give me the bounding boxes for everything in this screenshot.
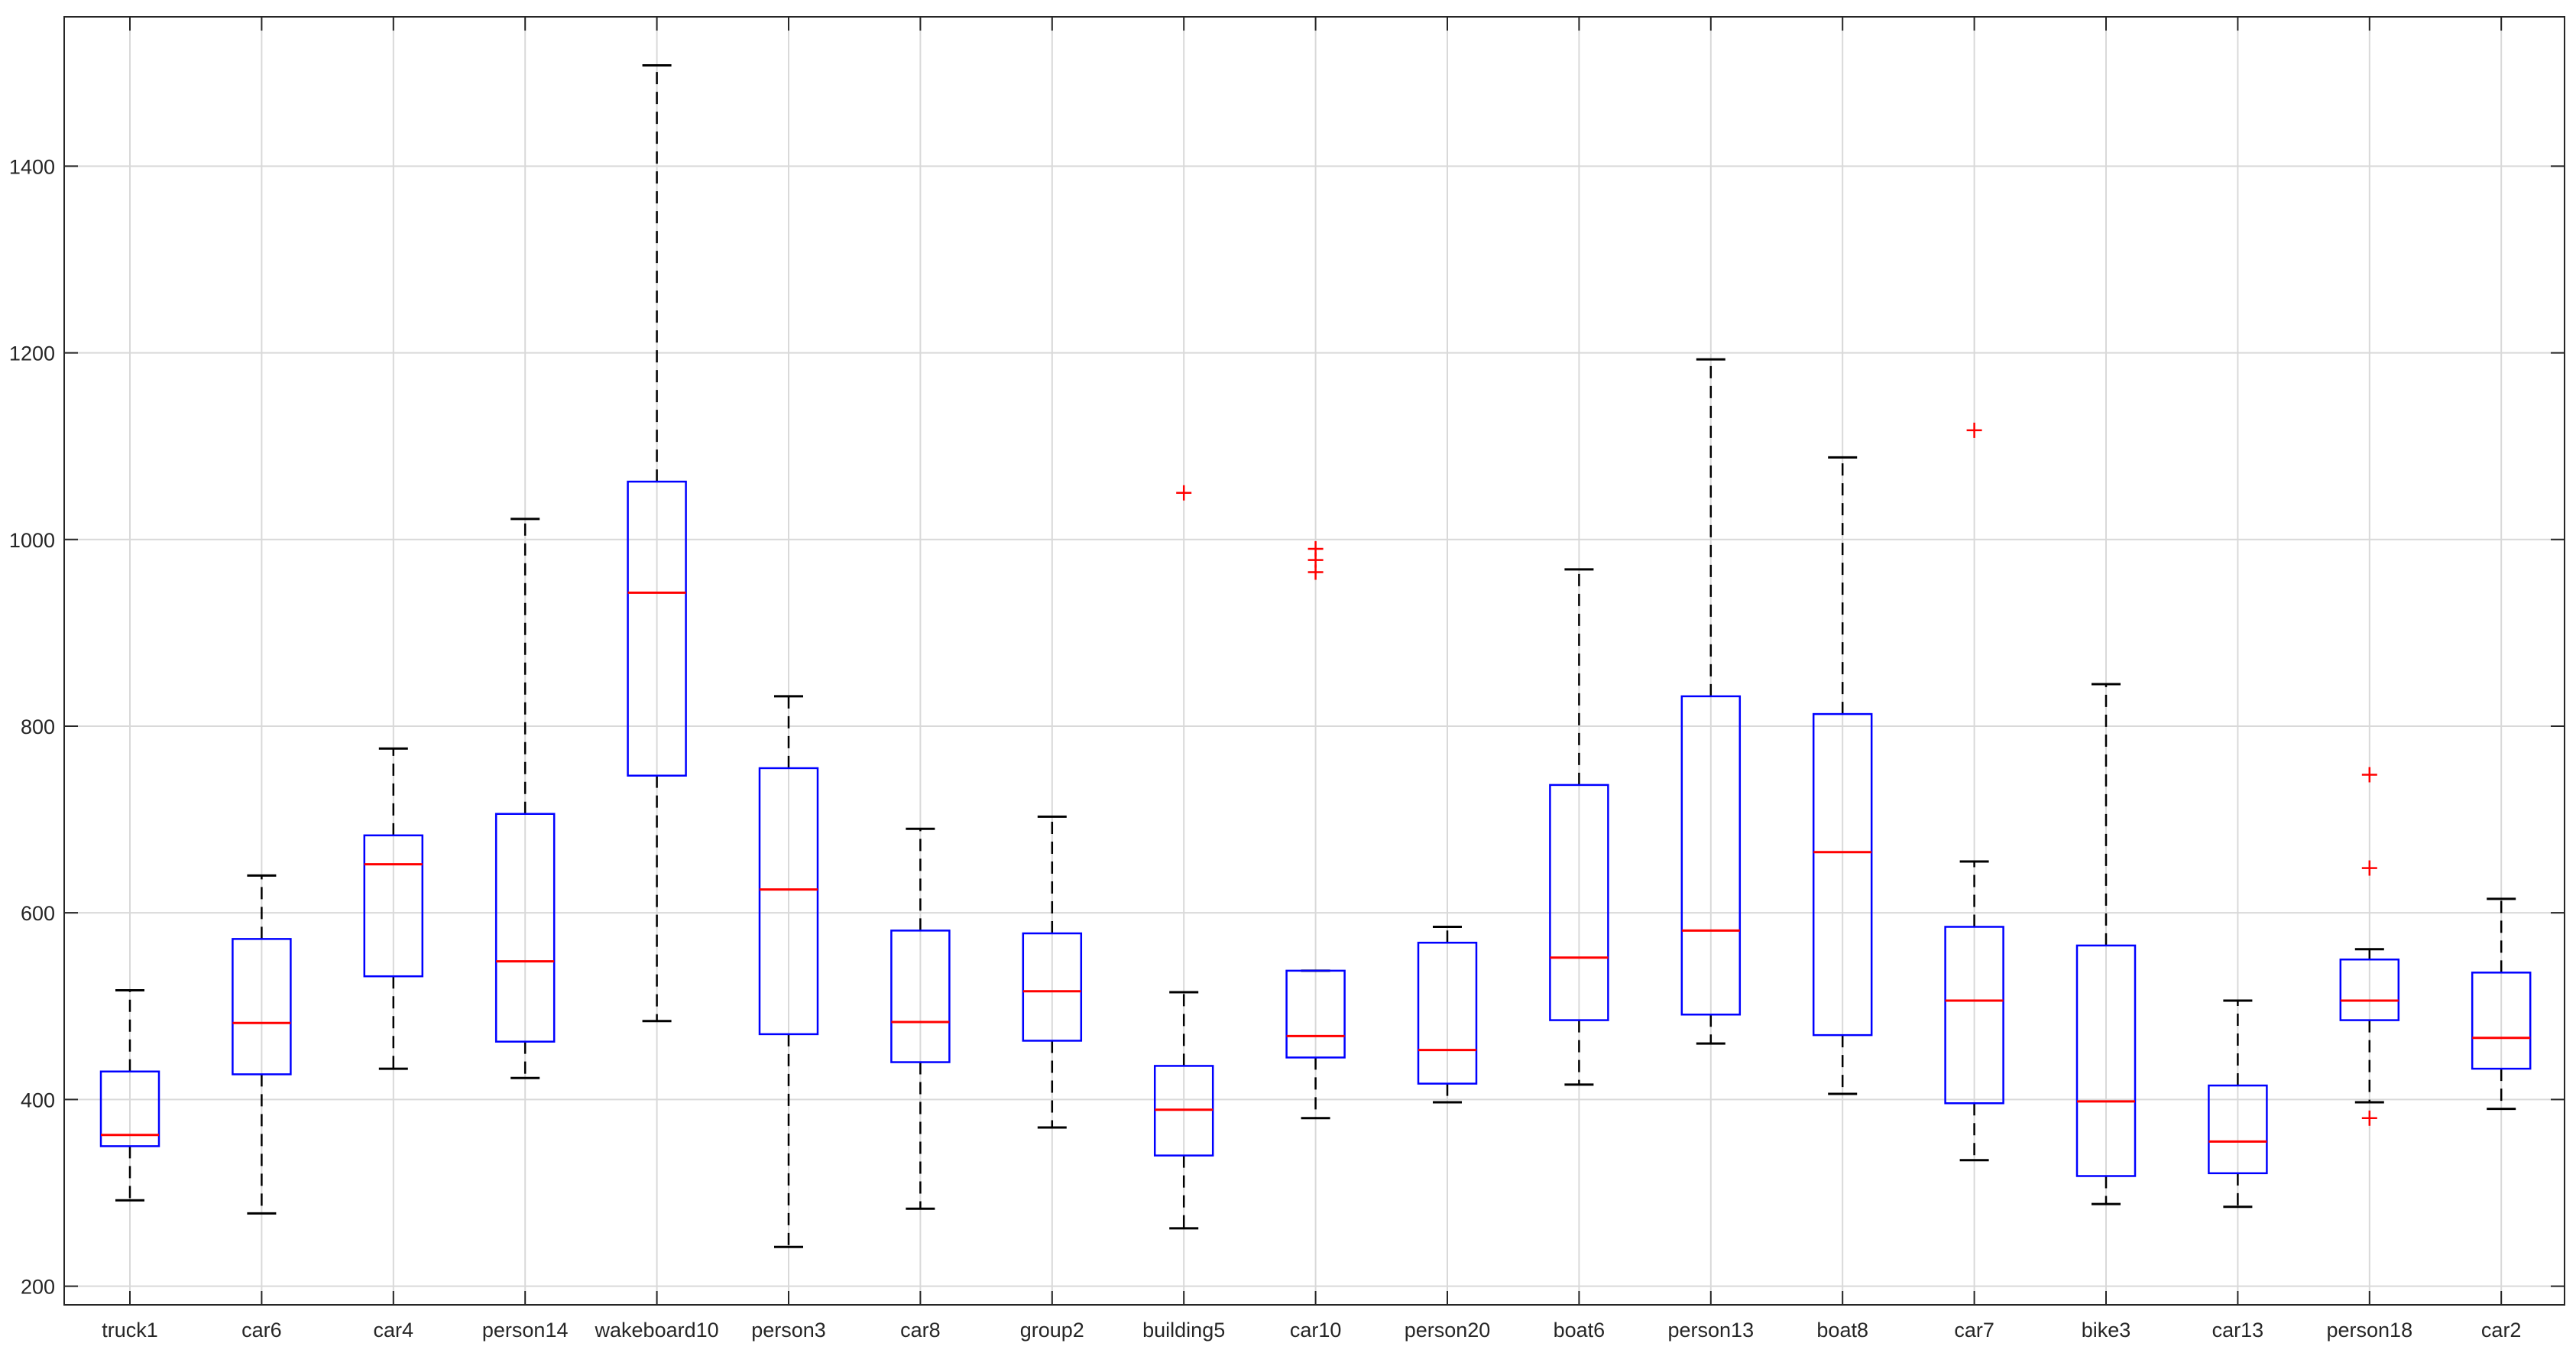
y-tick-label: 800 [21, 715, 55, 738]
box-boat6 [1549, 568, 1609, 1086]
box-car7 [1944, 422, 2004, 1162]
y-tick-label: 1000 [9, 529, 55, 552]
iqr-box [1285, 969, 1346, 1059]
box-car2 [2471, 897, 2532, 1111]
plot-area [64, 17, 2565, 1305]
box-car4 [363, 747, 424, 1070]
outlier-marker [1966, 422, 1982, 438]
x-tick-label-car10: car10 [1290, 1319, 1342, 1342]
box-bike3 [2075, 683, 2137, 1205]
iqr-box [363, 834, 424, 978]
iqr-box [2471, 972, 2532, 1070]
box-boat8 [1812, 456, 1873, 1095]
x-tick-label-truck1: truck1 [102, 1319, 158, 1342]
x-tick-label-person14: person14 [482, 1319, 569, 1342]
outlier-marker [2361, 767, 2377, 783]
y-tick-label: 600 [21, 902, 55, 925]
y-tick-label: 400 [21, 1089, 55, 1111]
iqr-box [1944, 926, 2004, 1105]
box-person13 [1680, 358, 1742, 1045]
y-tick-label: 200 [21, 1276, 55, 1299]
iqr-box [1812, 712, 1873, 1037]
box-person20 [1417, 925, 1478, 1104]
box-car10 [1285, 540, 1346, 1120]
axes-layer [63, 16, 2565, 1306]
iqr-box [1549, 784, 1609, 1021]
x-tick-label-person3: person3 [751, 1319, 826, 1342]
box-person3 [758, 695, 819, 1248]
box-car13 [2208, 999, 2268, 1209]
iqr-box [758, 767, 819, 1036]
iqr-box [2208, 1084, 2268, 1175]
iqr-box [627, 480, 687, 777]
iqr-box [494, 813, 556, 1043]
iqr-box [890, 930, 951, 1063]
x-tick-label-car2: car2 [2481, 1319, 2522, 1342]
x-tick-label-car6: car6 [241, 1319, 282, 1342]
x-tick-label-car8: car8 [900, 1319, 941, 1342]
x-tick-label-car7: car7 [1954, 1319, 1994, 1342]
x-tick-label-car4: car4 [374, 1319, 414, 1342]
box-wakeboard10 [627, 63, 687, 1023]
x-tick-label-boat6: boat6 [1554, 1319, 1606, 1342]
x-tick-label-bike3: bike3 [2082, 1319, 2131, 1342]
outlier-marker [1307, 564, 1324, 580]
y-tick-label: 1200 [9, 342, 55, 365]
iqr-box [2075, 944, 2137, 1177]
x-tick-label-wakeboard10: wakeboard10 [595, 1319, 719, 1342]
box-person18 [2339, 767, 2400, 1126]
box-truck1 [99, 989, 160, 1202]
iqr-box [1680, 695, 1742, 1016]
outlier-marker [2361, 860, 2377, 876]
labels-layer: 200 400 600 800 1000 1200 1400 truck1 car6 car4 pe… [9, 155, 2522, 1342]
iqr-box [99, 1070, 160, 1147]
box-person14 [494, 518, 556, 1079]
iqr-box [1022, 932, 1083, 1042]
box-car8 [890, 827, 951, 1210]
x-tick-label-boat8: boat8 [1816, 1319, 1868, 1342]
grid-layer [64, 17, 2565, 1305]
iqr-box [1417, 941, 1478, 1085]
boxes-layer [99, 63, 2532, 1248]
x-tick-label-group2: group2 [1020, 1319, 1084, 1342]
x-tick-label-person18: person18 [2327, 1319, 2413, 1342]
x-tick-label-person20: person20 [1405, 1319, 1491, 1342]
outlier-marker [2361, 1110, 2377, 1126]
box-group2 [1022, 815, 1083, 1129]
box-building5 [1153, 485, 1214, 1230]
y-tick-label: 1400 [9, 155, 55, 178]
outlier-marker [1176, 485, 1192, 501]
axes-frame [63, 16, 2565, 1306]
x-tick-label-building5: building5 [1142, 1319, 1225, 1342]
x-tick-label-car13: car13 [2212, 1319, 2264, 1342]
box-car6 [232, 874, 292, 1215]
x-tick-label-person13: person13 [1668, 1319, 1755, 1342]
iqr-box [232, 938, 292, 1076]
iqr-box [2339, 958, 2400, 1021]
